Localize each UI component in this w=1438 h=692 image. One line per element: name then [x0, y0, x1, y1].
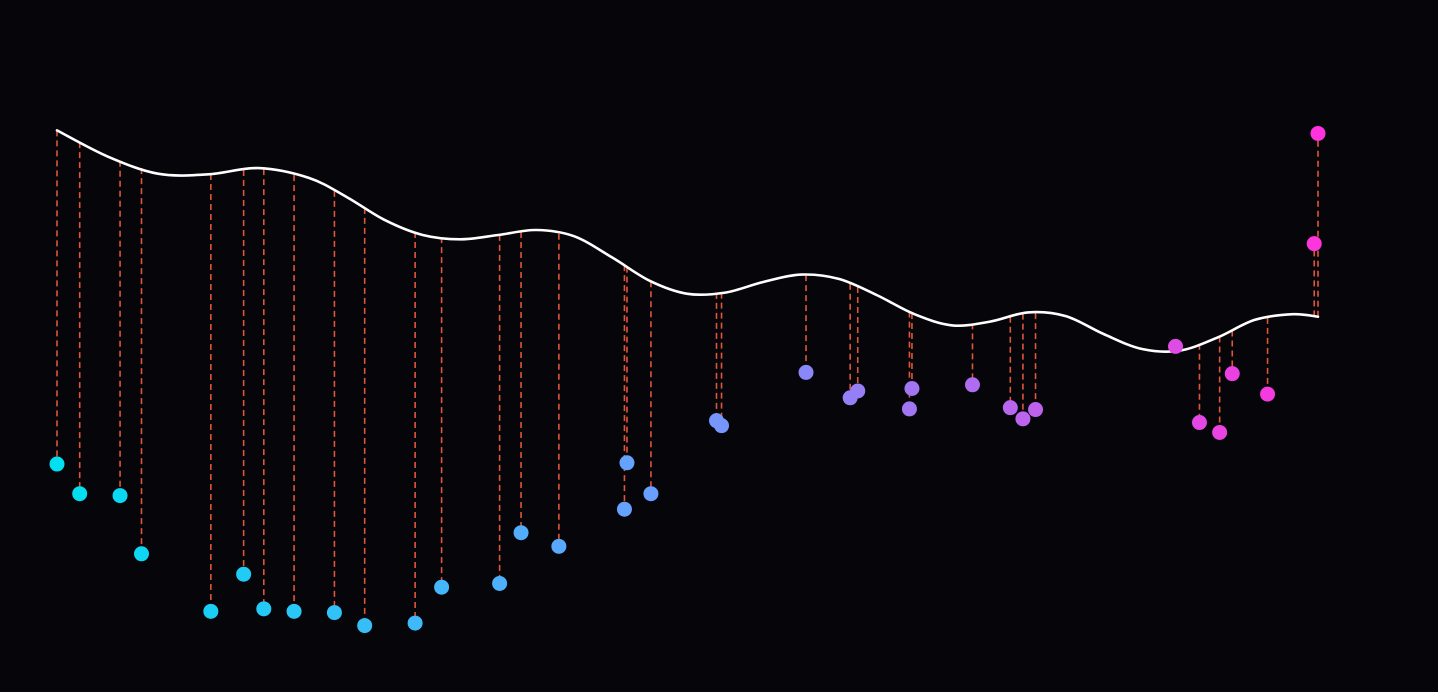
data-point — [1191, 415, 1207, 431]
data-point — [1260, 386, 1276, 402]
data-point — [256, 601, 272, 617]
data-point — [286, 603, 302, 619]
data-point — [133, 546, 149, 562]
data-point — [1168, 338, 1184, 354]
data-point — [49, 456, 65, 472]
data-point — [1306, 236, 1322, 252]
data-point — [619, 455, 635, 471]
data-points — [49, 125, 1326, 634]
data-point — [112, 488, 128, 504]
data-point — [1028, 402, 1044, 418]
data-point — [72, 486, 88, 502]
data-point — [901, 401, 917, 417]
data-point — [798, 364, 814, 380]
data-point — [964, 377, 980, 393]
data-point — [434, 579, 450, 595]
data-point — [1224, 366, 1240, 382]
data-point — [1310, 125, 1326, 141]
data-point — [643, 486, 659, 502]
data-point — [236, 566, 252, 582]
fit-curve — [55, 129, 1320, 354]
data-point — [492, 575, 508, 591]
data-point — [203, 603, 219, 619]
data-point — [551, 538, 567, 554]
data-point — [616, 501, 632, 517]
data-point — [904, 380, 920, 396]
data-point — [326, 605, 342, 621]
data-point — [407, 615, 423, 631]
data-point — [1002, 400, 1018, 416]
data-point — [513, 525, 529, 541]
data-point — [1015, 411, 1031, 427]
data-point — [850, 383, 866, 399]
data-point — [714, 418, 730, 434]
data-point — [357, 618, 373, 634]
data-point — [1212, 424, 1228, 440]
